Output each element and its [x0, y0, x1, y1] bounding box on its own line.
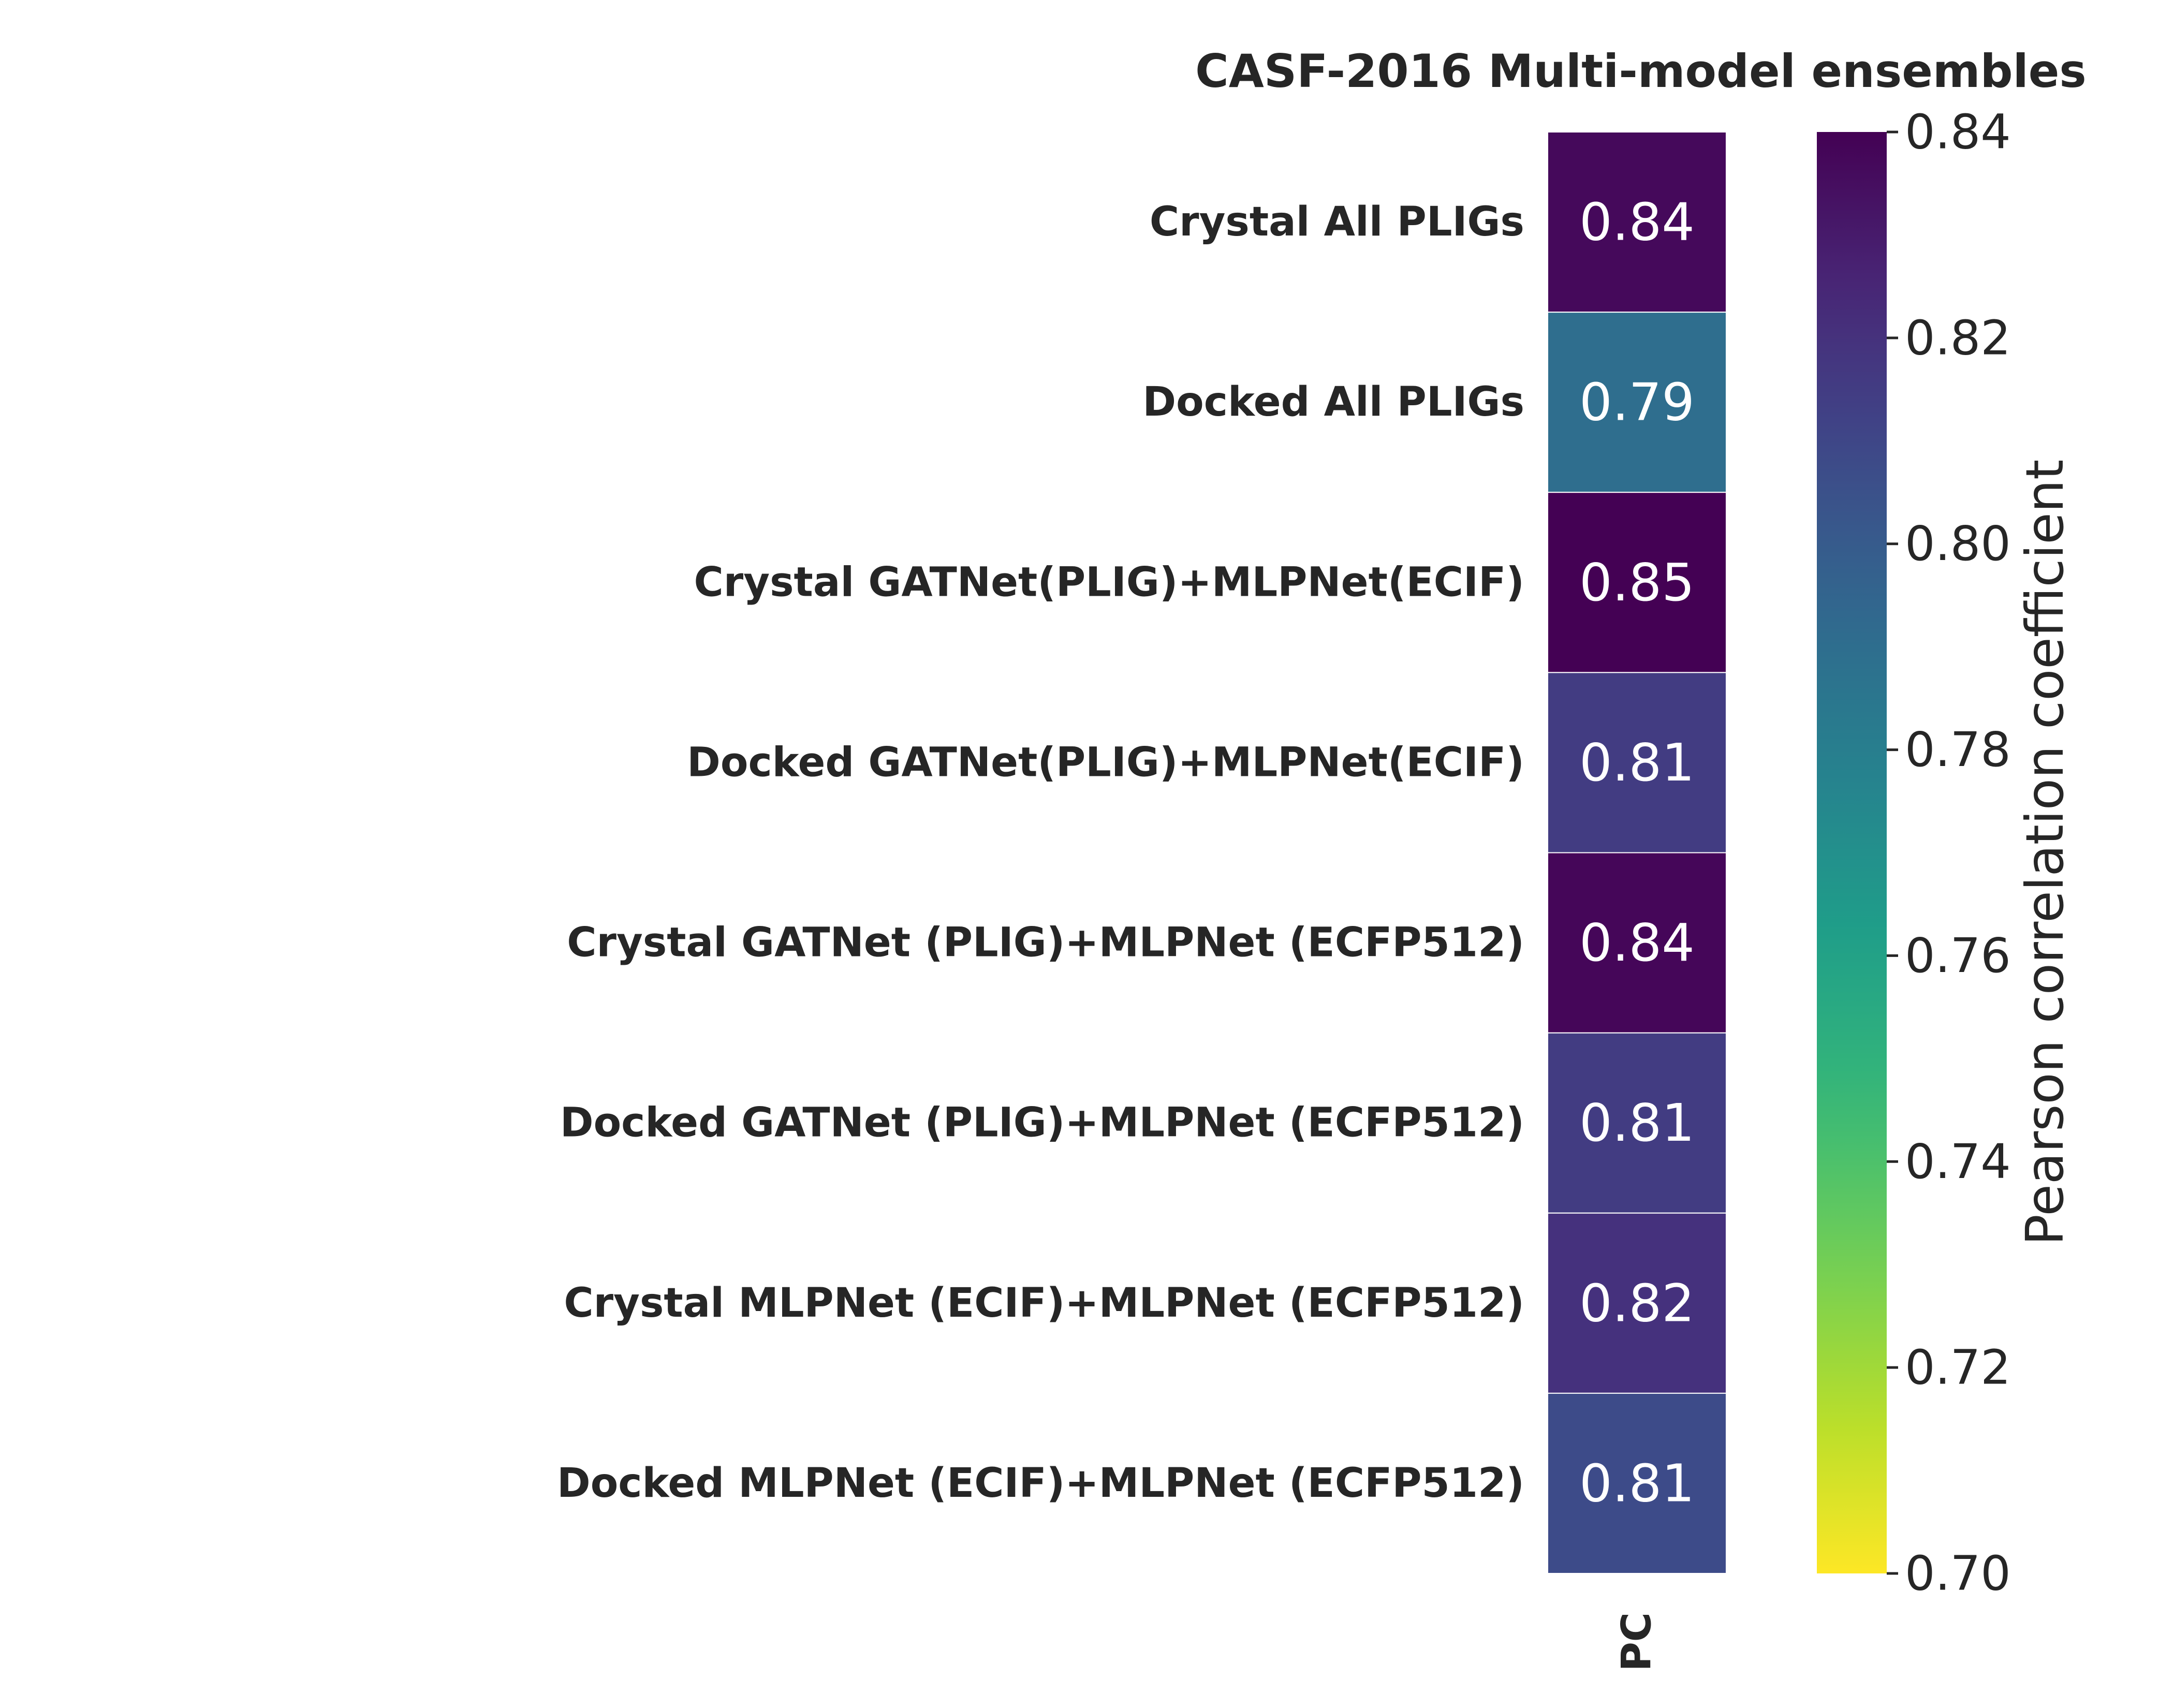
heatmap-cell: [1547, 1392, 1727, 1574]
cell-value-label: 0.82: [1579, 1273, 1695, 1333]
colorbar-tick-label: 0.80: [1905, 516, 2011, 571]
colorbar-tick-label: 0.74: [1905, 1134, 2011, 1189]
heatmap-cell: [1547, 131, 1727, 313]
heatmap-cell: [1547, 672, 1727, 853]
row-label: Crystal MLPNet (ECIF)+MLPNet (ECFP512): [564, 1280, 1524, 1327]
heatmap-cell: [1547, 312, 1727, 493]
cell-value-label: 0.79: [1579, 372, 1695, 433]
heatmap-cell: [1547, 492, 1727, 673]
colorbar-tick-label: 0.82: [1905, 310, 2011, 365]
cell-value-label: 0.84: [1579, 192, 1695, 253]
colorbar-tick-label: 0.76: [1905, 928, 2011, 983]
row-label: Crystal GATNet(PLIG)+MLPNet(ECIF): [694, 559, 1524, 606]
x-tick-label: PC: [1614, 1612, 1661, 1671]
colorbar: [1817, 132, 1887, 1573]
row-label: Crystal GATNet (PLIG)+MLPNet (ECFP512): [567, 920, 1524, 966]
heatmap-cells: 0.84 0.79 0.85 0.81 0.84 0.81 0.82 0.81: [1547, 131, 1727, 1574]
chart-title: CASF-2016 Multi-model ensembles: [1195, 45, 2087, 98]
x-tick-labels: PC: [1614, 1612, 1661, 1671]
cell-value-label: 0.81: [1579, 732, 1695, 793]
colorbar-tick-label: 0.78: [1905, 722, 2011, 777]
colorbar-label: Pearson correlation coefficient: [2015, 460, 2075, 1246]
row-label: Docked All PLIGs: [1142, 379, 1524, 425]
cell-value-label: 0.81: [1579, 1453, 1695, 1513]
colorbar-tick-label: 0.70: [1905, 1546, 2011, 1601]
colorbar-tick-label: 0.84: [1905, 105, 2011, 160]
row-label: Docked GATNet (PLIG)+MLPNet (ECFP512): [560, 1100, 1524, 1146]
row-label: Docked MLPNet (ECIF)+MLPNet (ECFP512): [557, 1460, 1524, 1507]
colorbar-ticks: 0.70 0.72 0.74 0.76 0.78 0.80 0.82 0.84: [1887, 105, 2011, 1601]
heatmap-cell: [1547, 1032, 1727, 1214]
cell-value-label: 0.81: [1579, 1093, 1695, 1153]
heatmap-cell: [1547, 1212, 1727, 1394]
row-label: Docked GATNet(PLIG)+MLPNet(ECIF): [687, 739, 1524, 786]
cell-value-label: 0.85: [1579, 552, 1695, 613]
row-label: Crystal All PLIGs: [1150, 199, 1524, 245]
cell-value-label: 0.84: [1579, 912, 1695, 973]
colorbar-tick-label: 0.72: [1905, 1340, 2011, 1395]
row-labels: Crystal All PLIGs Docked All PLIGs Crystal…: [557, 199, 1524, 1507]
heatmap-cell: [1547, 852, 1727, 1034]
